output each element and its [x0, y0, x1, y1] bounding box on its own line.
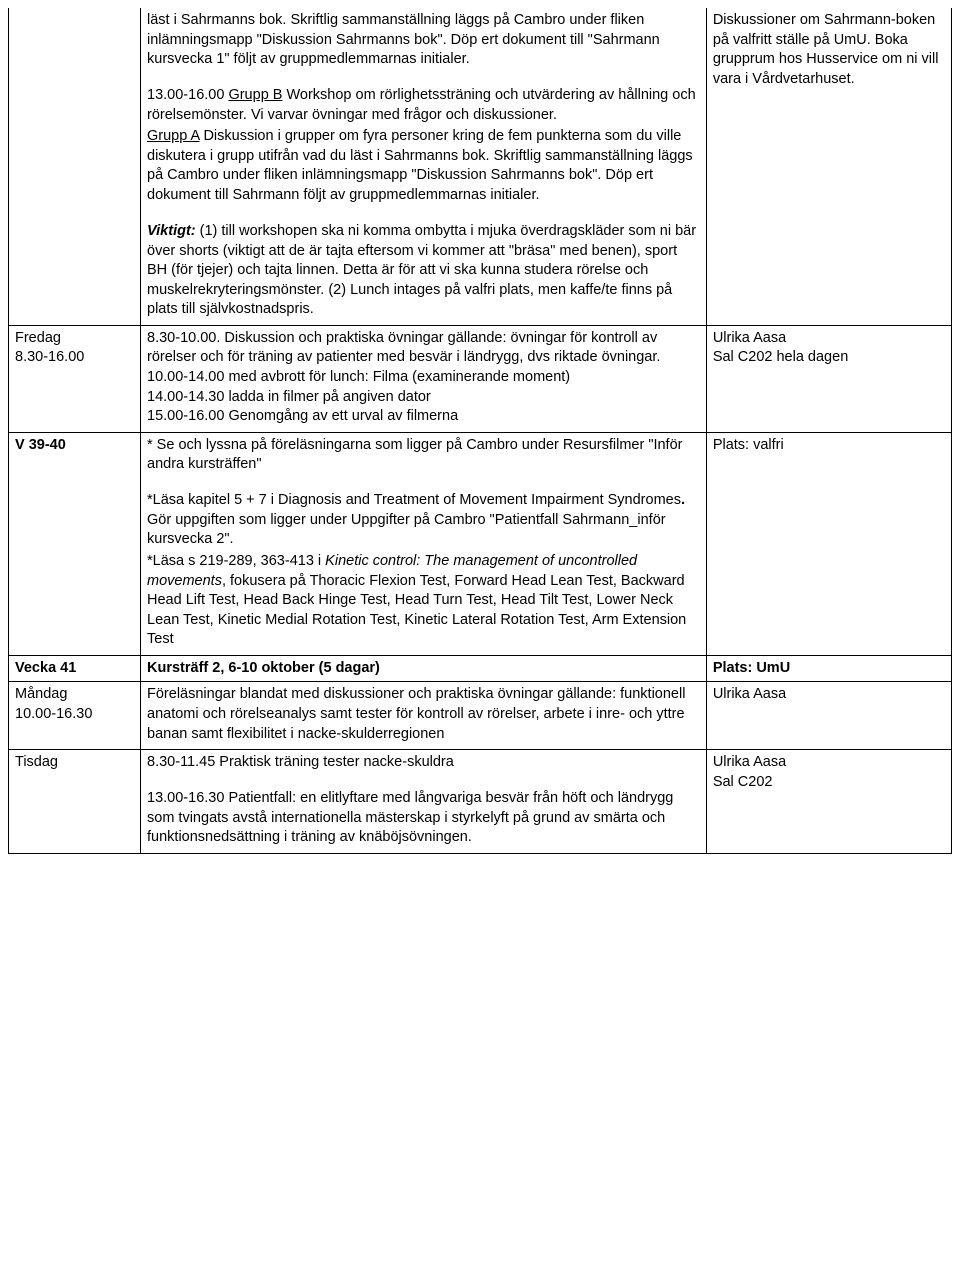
text: *Läsa kapitel 5 + 7 i Diagnosis and Trea…: [147, 492, 681, 508]
instructor-name: Ulrika Aasa: [713, 753, 945, 773]
time-text: 13.00-16.00: [147, 87, 228, 103]
cell-content: läst i Sahrmanns bok. Skriftlig sammanst…: [141, 8, 707, 325]
table-row: Vecka 41 Kursträff 2, 6-10 oktober (5 da…: [9, 655, 952, 682]
room-text: Sal C202 hela dagen: [713, 348, 945, 368]
instructor-name: Ulrika Aasa: [713, 329, 945, 349]
cell-day: [9, 8, 141, 325]
group-a-label: Grupp A: [147, 128, 199, 144]
paragraph: 13.00-16.30 Patientfall: en elitlyftare …: [147, 789, 700, 848]
day-time: 8.30-16.00: [15, 348, 134, 368]
instructor-name: Ulrika Aasa: [713, 685, 945, 705]
table-row: Tisdag 8.30-11.45 Praktisk träning teste…: [9, 750, 952, 854]
table-row: V 39-40 * Se och lyssna på föreläsningar…: [9, 432, 952, 655]
cell-day: Vecka 41: [9, 655, 141, 682]
paragraph: * Se och lyssna på föreläsningarna som l…: [147, 436, 700, 475]
day-name: Måndag: [15, 685, 134, 705]
day-time: 10.00-16.30: [15, 705, 134, 725]
text: , fokusera på Thoracic Flexion Test, For…: [147, 573, 686, 648]
location-text: Plats: valfri: [713, 436, 945, 456]
day-name: Fredag: [15, 329, 134, 349]
cell-notes: Ulrika Aasa: [706, 682, 951, 750]
paragraph: Grupp A Diskussion i grupper om fyra per…: [147, 127, 700, 205]
paragraph: Viktigt: (1) till workshopen ska ni komm…: [147, 222, 700, 320]
cell-day: Fredag 8.30-16.00: [9, 325, 141, 432]
room-text: Sal C202: [713, 773, 945, 793]
cell-content: 8.30-10.00. Diskussion och praktiska övn…: [141, 325, 707, 432]
paragraph: *Läsa kapitel 5 + 7 i Diagnosis and Trea…: [147, 491, 700, 550]
cell-notes: Plats: valfri: [706, 432, 951, 655]
important-label: Viktigt:: [147, 223, 196, 239]
paragraph: läst i Sahrmanns bok. Skriftlig sammanst…: [147, 11, 700, 70]
text: .: [681, 492, 685, 508]
text: *Läsa s 219-289, 363-413 i: [147, 553, 325, 569]
paragraph: 8.30-10.00. Diskussion och praktiska övn…: [147, 329, 700, 427]
cell-content: Kursträff 2, 6-10 oktober (5 dagar): [141, 655, 707, 682]
schedule-table: läst i Sahrmanns bok. Skriftlig sammanst…: [8, 8, 952, 854]
paragraph: 8.30-11.45 Praktisk träning tester nacke…: [147, 753, 700, 773]
cell-content: Föreläsningar blandat med diskussioner o…: [141, 682, 707, 750]
cell-day: V 39-40: [9, 432, 141, 655]
paragraph: Föreläsningar blandat med diskussioner o…: [147, 685, 700, 744]
cell-notes: Ulrika Aasa Sal C202 hela dagen: [706, 325, 951, 432]
table-row: Fredag 8.30-16.00 8.30-10.00. Diskussion…: [9, 325, 952, 432]
cell-notes: Ulrika Aasa Sal C202: [706, 750, 951, 854]
paragraph: 13.00-16.00 Grupp B Workshop om rörlighe…: [147, 86, 700, 125]
table-row: Måndag 10.00-16.30 Föreläsningar blandat…: [9, 682, 952, 750]
cell-notes: Diskussioner om Sahrmann-boken på valfri…: [706, 8, 951, 325]
group-b-label: Grupp B: [228, 87, 282, 103]
cell-content: * Se och lyssna på föreläsningarna som l…: [141, 432, 707, 655]
text: (1) till workshopen ska ni komma ombytta…: [147, 223, 696, 317]
paragraph: *Läsa s 219-289, 363-413 i Kinetic contr…: [147, 552, 700, 650]
text: Gör uppgiften som ligger under Uppgifter…: [147, 512, 666, 548]
cell-notes: Plats: UmU: [706, 655, 951, 682]
cell-content: 8.30-11.45 Praktisk träning tester nacke…: [141, 750, 707, 854]
cell-day: Tisdag: [9, 750, 141, 854]
table-row: läst i Sahrmanns bok. Skriftlig sammanst…: [9, 8, 952, 325]
text: Diskussion i grupper om fyra personer kr…: [147, 128, 693, 203]
notes-text: Diskussioner om Sahrmann-boken på valfri…: [713, 11, 945, 89]
cell-day: Måndag 10.00-16.30: [9, 682, 141, 750]
